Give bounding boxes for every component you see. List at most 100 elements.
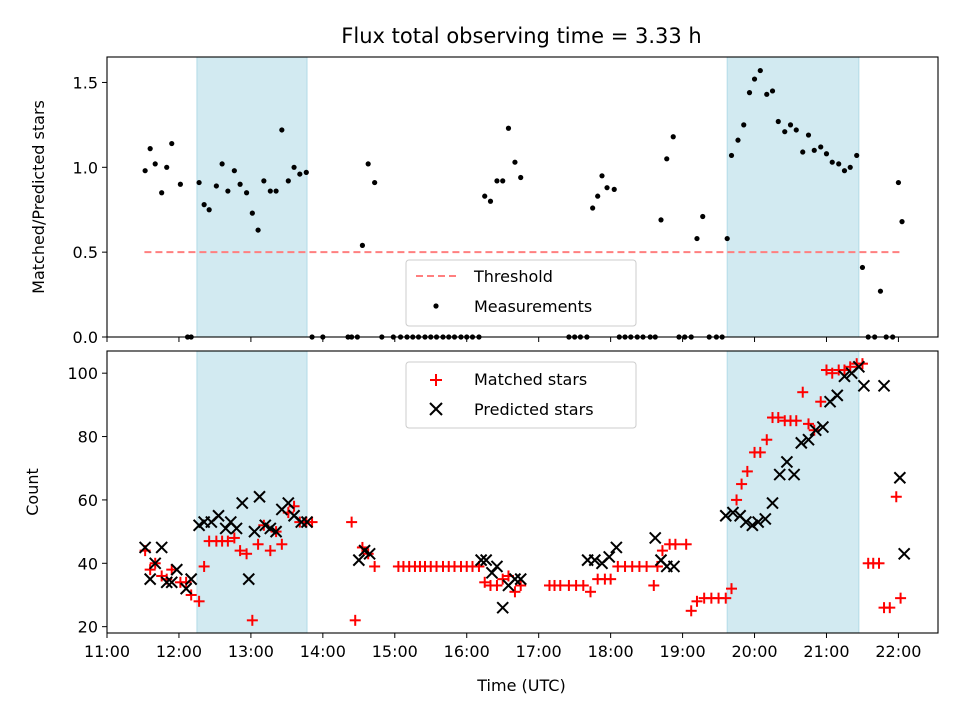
measurement-point	[775, 118, 781, 125]
measurement-point	[303, 169, 309, 175]
predicted-stars-points	[138, 360, 911, 614]
bottom-x-tick-label: 22:00	[875, 642, 921, 661]
matched-star-point	[222, 535, 234, 547]
bottom-legend-frame	[405, 361, 637, 429]
predicted-star-point	[143, 572, 157, 586]
measurement-point	[670, 134, 676, 140]
predicted-star-stroke-b	[224, 515, 237, 529]
top-y-axis-label: Matched/Predicted stars	[29, 100, 48, 294]
top-y-tick-label: 1.0	[73, 158, 98, 177]
predicted-star-point	[857, 379, 871, 393]
predicted-star-stroke-b	[649, 531, 662, 545]
bottom-panel: 20 40 60 80 100 11:00 12:00 13:00 14:00 15:00 16:…	[23, 350, 939, 695]
predicted-star-stroke-b	[155, 541, 168, 554]
measurement-point	[164, 164, 170, 170]
predicted-star-point	[479, 553, 493, 567]
predicted-star-stroke-b	[831, 389, 844, 402]
matched-star-point	[198, 560, 210, 572]
predicted-star-point	[877, 379, 891, 393]
bottom-y-tick-label: 60	[78, 491, 98, 510]
measurement-point	[658, 217, 664, 223]
top-shade-1	[726, 56, 860, 338]
measurement-point	[823, 151, 830, 157]
matched-star-point	[726, 583, 738, 595]
predicted-star-point	[831, 389, 844, 402]
measurement-point	[899, 219, 905, 225]
predicted-star-point	[897, 547, 911, 560]
measurement-point	[700, 213, 706, 220]
bottom-x-tick-label: 19:00	[660, 642, 706, 661]
bottom-x-tick-label: 13:00	[228, 642, 274, 661]
measurement-point	[751, 76, 758, 82]
predicted-star-point	[236, 496, 249, 510]
predicted-star-point	[184, 572, 198, 586]
predicted-star-point	[160, 576, 173, 589]
measurement-point	[169, 140, 175, 147]
bottom-x-tick-label: 11:00	[84, 642, 130, 661]
measurement-point	[604, 185, 610, 191]
top-axes-frame	[106, 56, 939, 338]
measurement-point	[793, 127, 799, 133]
matched-star-point	[754, 446, 766, 458]
predicted-star-stroke-b	[148, 557, 162, 570]
predicted-star-stroke-b	[242, 572, 255, 586]
bottom-x-tick-label: 15:00	[372, 642, 418, 661]
measurement-point	[664, 156, 670, 162]
measurement-point	[782, 129, 788, 135]
bottom-y-tick-label: 80	[78, 428, 98, 447]
predicted-star-stroke-b	[253, 490, 266, 503]
measurement-point	[877, 288, 884, 294]
predicted-star-stroke-b	[496, 601, 509, 614]
measurement-point	[359, 242, 366, 248]
matched-star-point	[720, 592, 732, 604]
matched-star-point	[491, 579, 503, 591]
predicted-star-point	[780, 455, 794, 469]
bottom-x-tick-label: 21:00	[803, 642, 849, 661]
top-shade-0	[196, 56, 308, 338]
predicted-star-stroke-b	[877, 379, 891, 393]
bottom-y-tick-label: 20	[78, 618, 98, 637]
measurement-point	[177, 181, 183, 187]
predicted-star-stroke-b	[352, 553, 366, 567]
predicted-star-stroke-b	[160, 576, 173, 589]
measurement-point	[142, 168, 148, 174]
predicted-star-point	[212, 509, 225, 522]
matched-star-point	[648, 579, 660, 591]
legend-predicted-label: Predicted stars	[474, 400, 594, 419]
measurement-point	[213, 183, 219, 189]
measurement-point	[372, 179, 378, 186]
predicted-star-point	[242, 572, 255, 586]
predicted-star-stroke-b	[179, 582, 193, 595]
top-legend: Threshold Measurements	[405, 259, 637, 327]
matched-star-point	[241, 548, 253, 560]
measurement-point	[818, 144, 824, 150]
measurement-point	[152, 161, 158, 167]
top-shaded-intervals	[196, 56, 860, 338]
predicted-star-stroke-b	[838, 370, 851, 383]
predicted-star-point	[138, 541, 152, 554]
predicted-star-stroke-b	[802, 433, 815, 446]
predicted-star-stroke-b	[282, 496, 295, 510]
matched-star-point	[228, 532, 240, 544]
matched-star-point	[736, 478, 748, 490]
measurement-point	[225, 188, 231, 194]
predicted-star-stroke-b	[138, 541, 152, 554]
predicted-star-point	[165, 576, 178, 589]
measurement-point	[285, 178, 291, 184]
measurement-point	[219, 161, 225, 167]
measurement-point	[746, 90, 753, 96]
measurement-point	[279, 127, 285, 133]
legend-threshold-label: Threshold	[473, 267, 553, 286]
legend-predicted-swatch	[429, 402, 443, 416]
matched-star-point	[820, 364, 832, 376]
predicted-star-stroke-b	[295, 515, 308, 529]
bottom-x-tick-label: 16:00	[444, 642, 490, 661]
matched-star-point	[691, 595, 703, 607]
predicted-star-point	[719, 509, 732, 522]
predicted-star-point	[766, 496, 779, 510]
measurement-point	[800, 149, 806, 155]
predicted-star-stroke-b	[212, 509, 225, 522]
matched-star-point	[802, 418, 814, 430]
measurement-point	[764, 91, 770, 97]
matched-star-point	[584, 586, 596, 598]
